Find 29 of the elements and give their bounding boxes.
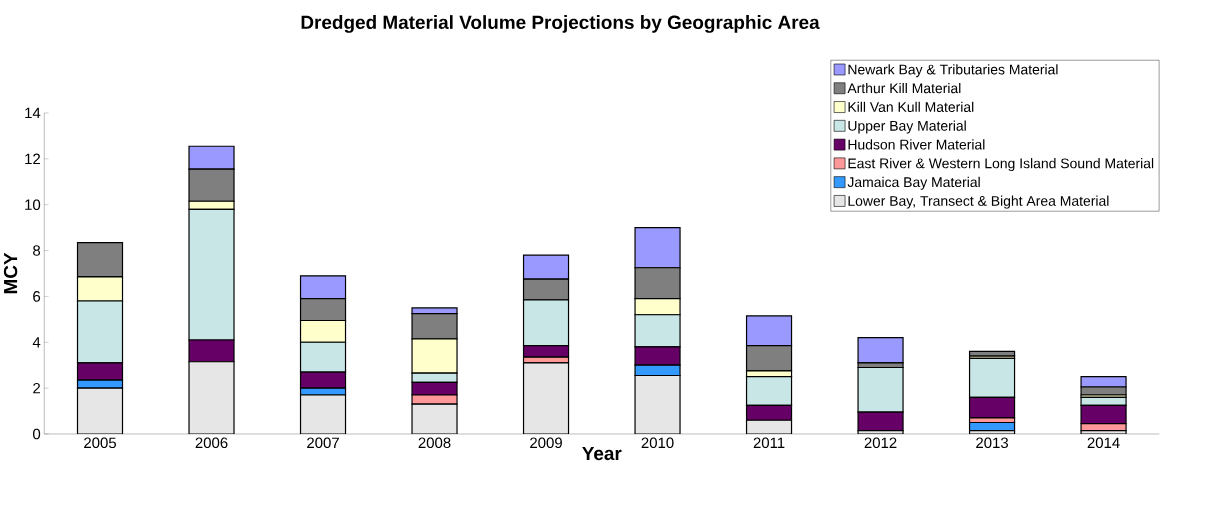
- legend-label: Lower Bay, Transect & Bight Area Material: [848, 195, 1109, 209]
- x-tick-label: 2011: [753, 437, 785, 449]
- legend-label: Arthur Kill Material: [847, 82, 961, 94]
- legend-label: Kill Van Kull Material: [848, 101, 974, 112]
- y-tick-label: 6: [33, 291, 41, 302]
- legend-label: Hudson River Material: [848, 139, 985, 150]
- y-axis-title: MCY: [3, 252, 18, 294]
- legend-label: Newark Bay & Tributaries Material: [848, 64, 1058, 78]
- x-tick-label: 2014: [1087, 437, 1120, 449]
- y-tick-label: 10: [25, 199, 41, 210]
- x-tick-label: 2013: [976, 437, 1009, 449]
- legend-label: Jamaica Bay Material: [847, 176, 980, 190]
- x-tick-label: 2006: [195, 437, 228, 449]
- x-tick-label: 2007: [307, 437, 339, 449]
- x-tick-label: 2012: [864, 437, 897, 449]
- y-tick-label: 8: [33, 245, 41, 256]
- x-tick-label: 2010: [641, 437, 674, 449]
- x-tick-label: 2009: [530, 437, 562, 449]
- y-tick-label: 12: [25, 153, 40, 165]
- legend-label: East River & Western Long Island Sound Material: [848, 158, 1154, 172]
- x-axis-title: Year: [582, 446, 622, 461]
- legend-label: Upper Bay Material: [848, 120, 966, 134]
- y-tick-label: 0: [33, 428, 41, 440]
- x-tick-label: 2005: [84, 437, 116, 449]
- y-tick-label: 4: [32, 337, 41, 348]
- y-tick-label: 2: [33, 382, 40, 394]
- y-tick-label: 14: [25, 107, 41, 119]
- x-tick-label: 2008: [418, 437, 451, 449]
- chart-title: Dredged Material Volume Projections by Geographic Area: [301, 15, 820, 33]
